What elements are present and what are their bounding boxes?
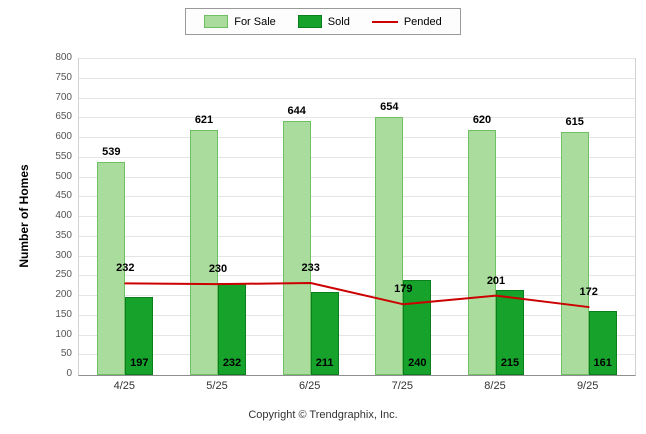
y-tick-label: 0 bbox=[66, 368, 72, 379]
gridline bbox=[79, 235, 635, 237]
gridline bbox=[79, 117, 635, 119]
legend-wrap: For Sale Sold Pended bbox=[0, 8, 646, 35]
gridline bbox=[79, 295, 635, 296]
pended-value-label: 179 bbox=[394, 283, 413, 296]
gridline bbox=[79, 137, 635, 138]
y-tick-label: 700 bbox=[55, 91, 72, 103]
x-tick-label: 7/25 bbox=[391, 380, 414, 392]
y-tick-label: 750 bbox=[55, 71, 72, 83]
bar-sold-4-25 bbox=[125, 297, 154, 375]
for-sale-value-label: 539 bbox=[102, 146, 121, 159]
gridline bbox=[79, 156, 635, 158]
y-tick-label: 500 bbox=[55, 170, 72, 182]
pended-value-label: 201 bbox=[486, 274, 506, 287]
legend-item-pended: Pended bbox=[371, 15, 442, 28]
copyright-text: Copyright © Trendgraphix, Inc. bbox=[248, 409, 398, 421]
gridline bbox=[79, 334, 635, 336]
gridline bbox=[79, 77, 635, 79]
sold-value-label: 211 bbox=[315, 357, 334, 369]
x-tick-label: 4/25 bbox=[113, 380, 136, 392]
legend-label: For Sale bbox=[234, 15, 276, 28]
bar-for-sale-5-25 bbox=[190, 130, 218, 375]
y-tick-label: 250 bbox=[55, 269, 72, 281]
for-sale-value-label: 644 bbox=[287, 104, 306, 117]
sold-value-label: 240 bbox=[408, 357, 427, 369]
y-axis-ticks: 0 50 100 150 200 250 300 350 400 450 500 550 600 650 7… bbox=[40, 52, 72, 379]
x-axis-labels: 4/25 5/25 6/25 7/25 8/25 9/25 bbox=[78, 380, 634, 394]
pended-value-label: 233 bbox=[301, 261, 320, 274]
bar-for-sale-4-25 bbox=[97, 162, 126, 375]
gridline bbox=[79, 275, 635, 277]
legend-label: Pended bbox=[403, 15, 442, 28]
pended-line bbox=[124, 281, 590, 309]
for-sale-value-label: 620 bbox=[472, 114, 492, 127]
x-tick-label: 5/25 bbox=[206, 380, 228, 392]
bar-sold-9-25 bbox=[588, 311, 617, 375]
y-tick-label: 450 bbox=[55, 190, 72, 202]
y-tick-label: 300 bbox=[55, 249, 72, 261]
gridline bbox=[79, 58, 635, 59]
legend-item-sold: Sold bbox=[297, 15, 350, 28]
sold-swatch-icon bbox=[297, 15, 322, 28]
for-sale-value-label: 654 bbox=[380, 100, 399, 113]
sold-value-label: 197 bbox=[130, 357, 149, 369]
sold-value-label: 215 bbox=[500, 357, 520, 369]
sold-value-label: 232 bbox=[222, 357, 242, 369]
y-tick-label: 150 bbox=[55, 308, 72, 320]
for-sale-value-label: 621 bbox=[194, 113, 214, 126]
y-tick-label: 200 bbox=[55, 289, 72, 300]
y-tick-label: 350 bbox=[55, 229, 72, 241]
bar-for-sale-9-25 bbox=[560, 132, 589, 375]
gridline bbox=[79, 314, 635, 316]
bar-for-sale-6-25 bbox=[282, 121, 311, 375]
y-tick-label: 50 bbox=[60, 348, 72, 360]
y-tick-label: 800 bbox=[55, 52, 72, 63]
bar-for-sale-7-25 bbox=[375, 117, 404, 375]
bar-for-sale-8-25 bbox=[468, 130, 496, 375]
sold-value-label: 161 bbox=[593, 357, 612, 369]
pended-value-label: 172 bbox=[579, 286, 598, 299]
y-tick-label: 100 bbox=[55, 328, 72, 340]
gridline bbox=[79, 176, 635, 178]
legend-label: Sold bbox=[327, 15, 350, 28]
gridline bbox=[79, 216, 635, 217]
plot-area: 539 197 232 621 232 230 644 211 233 654 240 179 620 2… bbox=[78, 58, 636, 376]
x-tick-label: 6/25 bbox=[298, 380, 321, 392]
gridline bbox=[79, 97, 635, 99]
chart-legend: For Sale Sold Pended bbox=[185, 8, 461, 35]
pended-swatch-icon bbox=[371, 20, 398, 23]
gridline bbox=[79, 255, 635, 257]
legend-item-for-sale: For Sale bbox=[204, 15, 276, 28]
y-tick-label: 400 bbox=[55, 210, 72, 221]
pended-value-label: 232 bbox=[116, 262, 135, 275]
y-axis-title: Number of Homes bbox=[17, 164, 31, 268]
pended-value-label: 230 bbox=[208, 263, 228, 276]
for-sale-value-label: 615 bbox=[565, 116, 584, 129]
gridline bbox=[79, 354, 635, 356]
y-tick-label: 600 bbox=[55, 131, 72, 142]
x-tick-label: 8/25 bbox=[484, 380, 506, 392]
for-sale-swatch-icon bbox=[204, 15, 229, 28]
y-tick-label: 550 bbox=[55, 150, 72, 162]
x-tick-label: 9/25 bbox=[576, 380, 599, 392]
y-tick-label: 650 bbox=[55, 111, 72, 123]
gridline bbox=[79, 196, 635, 198]
